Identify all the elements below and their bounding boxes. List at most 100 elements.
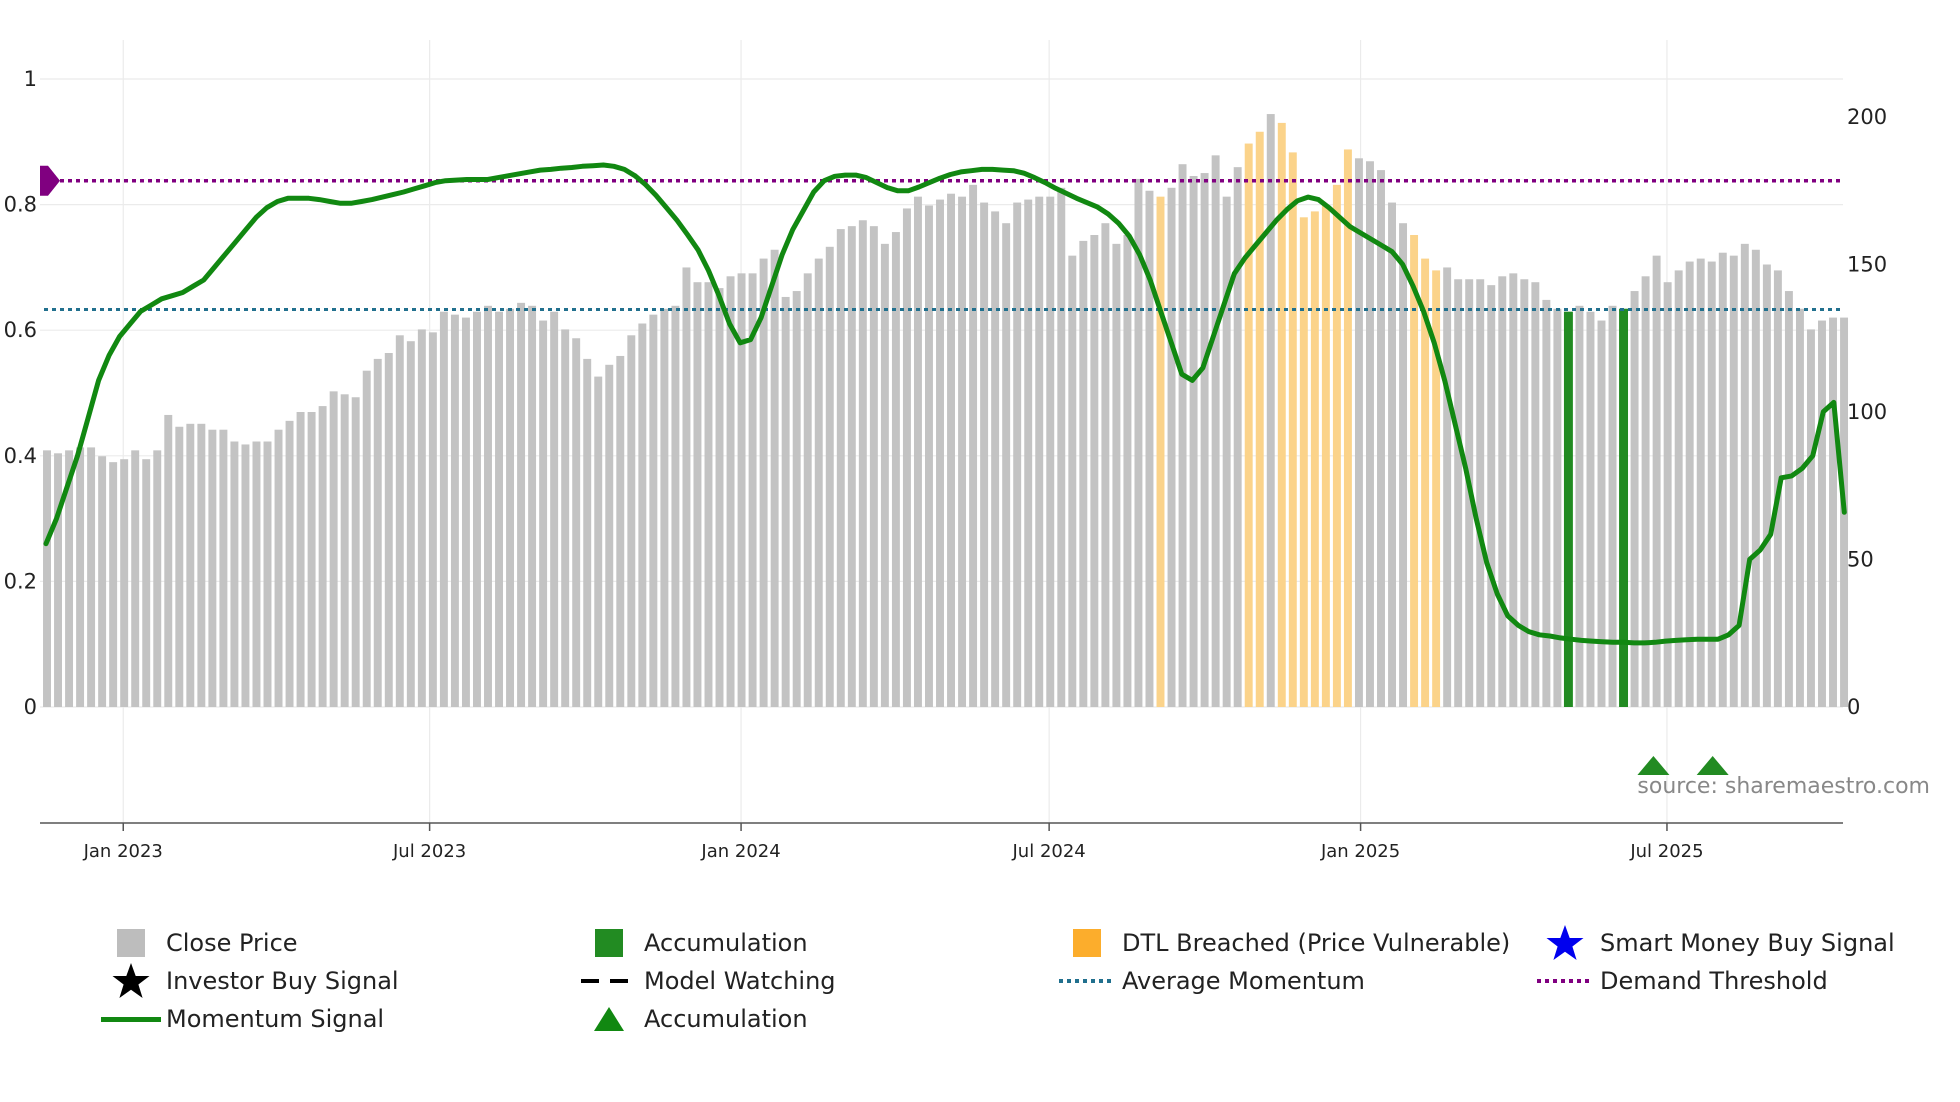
close-price-bar [439, 311, 448, 707]
dtl-bar [1255, 131, 1264, 707]
close-price-bar [186, 423, 195, 707]
close-price-bar [583, 358, 592, 707]
close-price-bar [54, 453, 62, 707]
close-price-bar [902, 208, 911, 707]
close-price-bar [671, 305, 680, 707]
close-price-bar [715, 288, 724, 707]
close-price-bar [1509, 273, 1518, 707]
close-price-bar [1134, 178, 1143, 707]
close-price-bar [936, 199, 944, 707]
dtl-bar [1288, 152, 1297, 707]
accumulation-triangle-icon [1637, 756, 1670, 775]
x-tick-label: Jan 2025 [1320, 841, 1400, 862]
close-price-bar [230, 441, 239, 707]
close-price-bar [660, 308, 669, 707]
close-price-bar [1542, 299, 1551, 707]
close-price-bar [825, 246, 834, 708]
close-price-bar [737, 273, 746, 707]
close-price-bar [704, 282, 713, 707]
close-price-bar [43, 450, 51, 707]
close-price-bar [362, 370, 371, 707]
close-price-bar [858, 220, 867, 707]
close-price-bar [1002, 223, 1011, 707]
reference-lines [40, 165, 1843, 311]
close-price-bar [1729, 255, 1738, 707]
close-price-bar [991, 211, 1000, 707]
close-price-bar [1674, 270, 1683, 707]
close-price-bar [1123, 235, 1132, 707]
close-price-bar [131, 450, 140, 707]
close-price-bar [1200, 173, 1209, 708]
right-tick-label: 150 [1847, 253, 1887, 277]
dtl-bar [1410, 235, 1419, 707]
close-price-bar [1784, 291, 1793, 707]
close-price-bar [1641, 276, 1650, 707]
close-price-bar [891, 232, 900, 708]
close-price-bar [1652, 255, 1661, 707]
close-price-bar [1762, 264, 1771, 707]
close-price-bar [1068, 255, 1077, 707]
close-price-bar [1751, 249, 1760, 707]
close-price-bar [748, 273, 757, 707]
close-price-bar [473, 311, 481, 707]
dtl-bar [1310, 211, 1319, 707]
close-price-bar [1575, 305, 1584, 707]
close-price-bar [528, 305, 537, 707]
close-price-bar [682, 267, 691, 707]
close-price-bar [1663, 282, 1672, 707]
close-price-bar [561, 329, 570, 707]
close-price-bar [484, 305, 492, 707]
momentum-line [43, 162, 1847, 646]
close-price-bar [109, 462, 118, 707]
left-tick-label: 0.4 [4, 444, 37, 468]
close-price-bar [1553, 308, 1562, 707]
accumulation-bar [1619, 308, 1629, 707]
close-price-bar [572, 338, 581, 707]
close-price-bar [1630, 291, 1639, 707]
accumulation-triangle-icon [1696, 756, 1729, 775]
close-price-bar [1740, 243, 1749, 707]
close-price-bar [803, 273, 812, 707]
close-price-bar [880, 243, 889, 707]
close-price-bar [340, 394, 349, 707]
close-price-bar [517, 302, 526, 707]
close-price-bar [252, 441, 261, 707]
dtl-bar [1277, 122, 1286, 707]
close-price-bar [373, 358, 382, 707]
close-price-bar [958, 196, 967, 707]
right-tick-label: 0 [1847, 695, 1860, 719]
close-price-bar [693, 282, 702, 707]
close-price-bar [1222, 196, 1231, 707]
close-price-bar [638, 323, 647, 707]
close-price-bar [847, 226, 856, 707]
right-tick-label: 50 [1847, 548, 1874, 572]
close-price-bar [980, 202, 989, 708]
close-price-bar [1013, 202, 1022, 708]
close-price-bar [1354, 158, 1363, 708]
close-price-bar [1090, 235, 1099, 707]
dtl-bar [1244, 143, 1253, 708]
close-price-bar [1145, 190, 1154, 707]
x-tick-label: Jan 2024 [700, 841, 780, 862]
dtl-bar [1321, 205, 1330, 707]
close-price-bar [1366, 161, 1374, 707]
close-price-bar [550, 311, 559, 707]
close-price-bar [1707, 261, 1716, 707]
close-price-bar [1211, 155, 1220, 708]
close-price-bar [428, 332, 437, 707]
close-price-bar [1233, 167, 1242, 707]
close-price-bar [329, 391, 338, 707]
left-tick-label: 0.2 [4, 569, 37, 593]
close-price-bar [417, 329, 426, 707]
close-price-bar [1795, 308, 1804, 707]
close-price-bar [969, 184, 978, 708]
close-price-bar [153, 450, 162, 707]
close-price-bar [208, 429, 217, 707]
dtl-bar [1421, 258, 1430, 707]
close-price-bar [219, 429, 228, 707]
accumulation-bar [1563, 311, 1573, 707]
close-price-bar [1189, 176, 1198, 707]
demand-threshold-marker [40, 165, 60, 196]
close-price-bar [175, 426, 184, 707]
dtl-bar [1343, 149, 1352, 707]
